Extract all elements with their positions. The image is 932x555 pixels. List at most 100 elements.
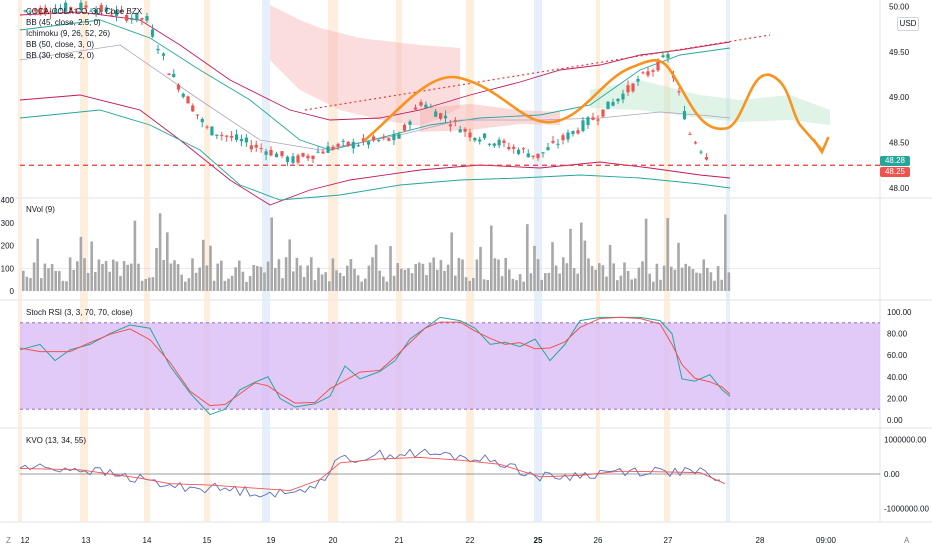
candle-body — [84, 5, 88, 8]
candle-body — [576, 130, 580, 134]
volume-bar — [612, 263, 615, 291]
volume-bar — [378, 270, 381, 291]
volume-bar — [346, 265, 349, 291]
kvo-axis-tick: 1000000.00 — [884, 435, 927, 444]
candle-body — [181, 93, 185, 97]
candle-body — [186, 96, 190, 104]
time-axis-label: 14 — [143, 536, 152, 545]
volume-bar — [468, 280, 471, 291]
price-axis-tick: 48.00 — [889, 184, 910, 193]
volume-bar — [144, 278, 147, 291]
candle-body — [264, 151, 268, 155]
legend-bb-50[interactable]: BB (50, close, 3, 0) — [26, 40, 95, 49]
session-stripe — [262, 0, 270, 522]
volume-bar — [54, 270, 57, 291]
kvo-pane-title[interactable]: KVO (13, 34, 55) — [26, 436, 87, 445]
stoch-axis-tick: 100.00 — [887, 308, 912, 317]
candle-body — [254, 144, 258, 148]
stoch-band — [20, 322, 880, 410]
volume-bar — [461, 259, 464, 291]
volume-bar — [151, 277, 155, 291]
legend-bb-45[interactable]: BB (45, close, 2.5, 0) — [26, 18, 101, 27]
session-stripe — [596, 0, 600, 522]
volume-bar — [504, 257, 507, 291]
volume-bar — [572, 268, 576, 291]
volume-bar — [299, 265, 302, 291]
corner-left-label[interactable]: Z — [6, 536, 11, 545]
currency-badge[interactable]: USD — [897, 17, 919, 31]
candle-body — [119, 9, 124, 11]
volume-bar — [230, 275, 234, 291]
candle-body — [463, 128, 467, 132]
volume-bar — [479, 246, 482, 291]
stoch-pane-title[interactable]: Stoch RSI (3, 3, 70, 70, close) — [26, 308, 133, 317]
volume-bar — [727, 272, 731, 291]
volume-bar — [396, 263, 399, 291]
price-axis-tick: 49.00 — [889, 93, 910, 102]
candle-body — [453, 120, 457, 122]
candle-body — [581, 120, 585, 131]
volume-bar — [648, 273, 651, 291]
candle-body — [387, 138, 391, 141]
volume-bar — [587, 258, 590, 291]
volume-bar — [482, 279, 486, 291]
corner-right-label[interactable]: A — [904, 536, 910, 545]
legend-ichimoku[interactable]: Ichimoku (9, 26, 52, 26) — [26, 29, 111, 38]
volume-bar — [76, 261, 79, 291]
volume-bar — [36, 238, 39, 291]
candle-body — [200, 119, 204, 123]
nvol-axis-tick: 200 — [1, 242, 15, 251]
session-stripe — [144, 0, 150, 522]
candle-body — [699, 151, 703, 153]
candle-body — [125, 15, 129, 21]
volume-bar — [50, 264, 54, 291]
volume-bar — [594, 269, 597, 291]
price-axis-tick: 50.00 — [889, 3, 910, 12]
volume-bar — [684, 263, 687, 291]
candle-body — [269, 149, 273, 156]
session-stripe — [466, 0, 474, 522]
stoch-axis-tick: 40.00 — [887, 373, 908, 382]
candle-body — [259, 148, 263, 150]
volume-bar — [450, 232, 453, 291]
last-price-tag: 48.28 — [880, 156, 910, 166]
volume-bar — [436, 269, 439, 291]
candle-body — [28, 10, 32, 12]
candle-body — [210, 126, 214, 136]
volume-bar — [518, 274, 522, 291]
volume-bar — [349, 259, 353, 291]
volume-bar — [328, 281, 331, 291]
volume-bar — [400, 268, 403, 291]
volume-bar — [475, 259, 479, 291]
volume-bar — [551, 242, 554, 291]
candle-body — [336, 143, 340, 147]
symbol-title[interactable]: COCA-COLA CO, 30, Cboe BZX — [26, 7, 143, 16]
candle-body — [482, 133, 487, 139]
nvol-pane-title[interactable]: NVol (9) — [26, 205, 55, 214]
volume-bar — [389, 246, 392, 291]
volume-bar — [155, 247, 158, 291]
volume-bar — [619, 275, 623, 291]
candle-body — [140, 18, 144, 20]
volume-bar — [360, 281, 363, 291]
candle-body — [89, 10, 93, 12]
kvo-line — [19, 448, 721, 498]
volume-bar — [367, 265, 371, 291]
candle-body — [556, 143, 560, 145]
candle-body — [58, 7, 63, 10]
candle-body — [512, 146, 516, 149]
candle-body — [285, 156, 290, 162]
candle-body — [621, 93, 625, 100]
candle-body — [230, 135, 234, 138]
volume-bar — [335, 270, 338, 291]
volume-bar — [569, 228, 572, 291]
candle-body — [487, 143, 492, 145]
legend-bb-30[interactable]: BB (30, close, 2, 0) — [26, 51, 95, 60]
ichimoku-cloud-bullish — [590, 80, 830, 125]
volume-bar — [511, 278, 515, 291]
volume-bar — [353, 268, 356, 291]
volume-bar — [583, 240, 587, 291]
volume-bar — [61, 280, 65, 291]
